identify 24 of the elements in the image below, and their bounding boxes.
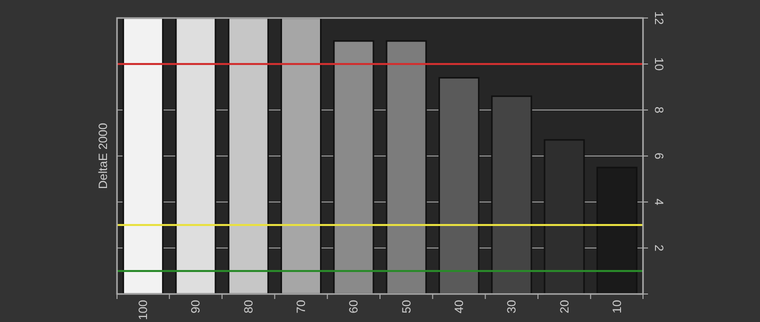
y-tick-label: 8	[652, 106, 666, 114]
y-tick-label: 4	[652, 198, 666, 206]
x-tick-label: 20	[557, 300, 572, 314]
x-tick-label: 40	[452, 300, 466, 314]
bar	[175, 17, 216, 295]
bar	[491, 95, 532, 295]
bar	[438, 77, 480, 295]
y-tick-label: 2	[652, 244, 666, 252]
x-tick-label: 70	[294, 300, 308, 314]
x-tick-label: 10	[610, 300, 624, 314]
bar	[228, 17, 269, 295]
bar	[386, 40, 427, 295]
x-tick-label: 100	[136, 300, 150, 320]
y-tick-label: 12	[652, 11, 666, 25]
y-tick-label: 10	[652, 57, 666, 71]
y-axis-title: DeltaE 2000	[96, 122, 110, 190]
x-tick-label: 60	[346, 300, 361, 314]
y-tick-label: 6	[652, 152, 666, 160]
x-tick-label: 90	[188, 300, 203, 314]
bar	[333, 40, 374, 295]
x-tick-label: 30	[504, 300, 519, 314]
bar	[122, 17, 164, 295]
x-tick-label: 50	[399, 300, 414, 314]
x-tick-label: 80	[241, 300, 256, 314]
